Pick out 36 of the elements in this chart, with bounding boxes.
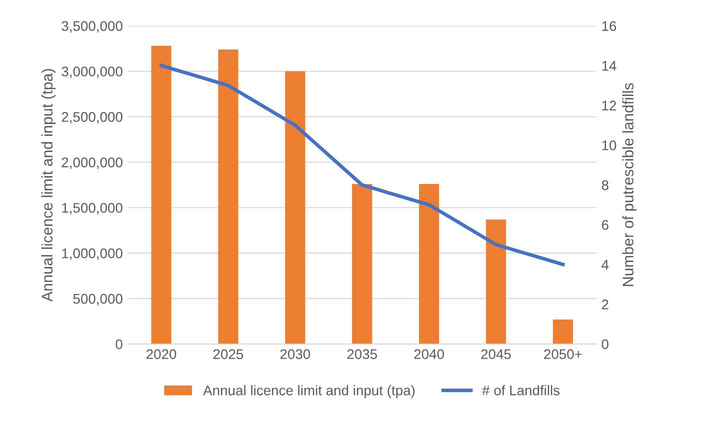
y-tick-label: 3,000,000	[62, 66, 122, 78]
y2-tick-label: 10	[602, 140, 616, 150]
bar	[486, 219, 506, 344]
y2-axis-title: Number of putrescible landfills	[622, 83, 637, 286]
x-tick-label: 2050+	[544, 349, 582, 360]
x-tick-label: 2035	[347, 349, 377, 360]
y2-tick-label: 0	[602, 339, 608, 350]
y-tick-label: 2,000,000	[62, 158, 122, 169]
y2-tick-label: 12	[602, 100, 616, 110]
y-tick-label: 500,000	[73, 294, 122, 306]
y2-tick-label: 14	[602, 61, 616, 71]
y2-tick-label: 4	[602, 260, 609, 270]
y2-tick-label: 16	[602, 21, 616, 31]
y2-tick-label: 2	[602, 300, 608, 310]
y2-tick-label: 6	[602, 220, 608, 230]
bar	[552, 319, 573, 344]
bar	[151, 46, 172, 344]
y-tick-label: 1,000,000	[62, 248, 122, 260]
bar	[352, 184, 372, 344]
bar	[285, 71, 306, 344]
y-tick-label: 3,500,000	[62, 21, 122, 33]
y-tick-label: 0	[116, 339, 122, 350]
y-tick-label: 1,500,000	[62, 202, 122, 214]
x-tick-label: 2040	[414, 349, 444, 360]
x-tick-label: 2030	[280, 349, 310, 360]
bar	[419, 184, 440, 344]
y-tick-label: 2,500,000	[62, 112, 122, 124]
line-series	[160, 64, 565, 266]
y-axis-title: Annual licence limit and input (tpa)	[41, 69, 56, 302]
x-tick-label: 2025	[213, 349, 244, 360]
y2-tick-label: 8	[602, 180, 608, 190]
bar	[218, 49, 238, 344]
x-tick-label: 2045	[481, 349, 511, 360]
legend-label: # of Landfills	[482, 385, 560, 396]
x-tick-label: 2020	[146, 349, 176, 360]
legend-label: Annual licence limit and input (tpa)	[203, 385, 415, 398]
